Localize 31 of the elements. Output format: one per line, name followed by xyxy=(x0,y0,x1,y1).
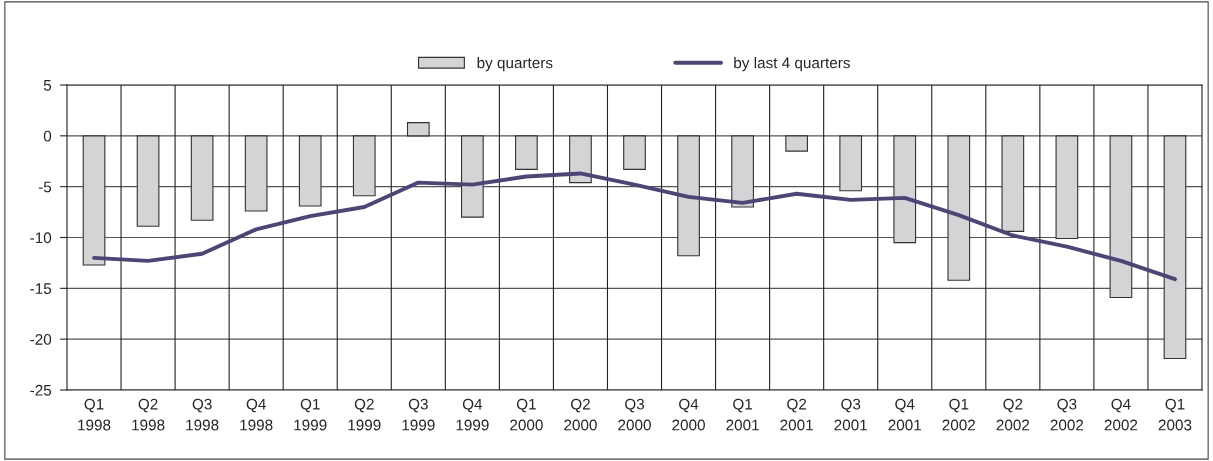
x-tick-label: Q4 1998 xyxy=(240,398,273,431)
y-tick-label: -15 xyxy=(30,283,52,295)
x-tick-label: Q1 1998 xyxy=(78,398,111,431)
y-tick-label: -25 xyxy=(30,384,52,396)
x-tick-label: Q3 1998 xyxy=(186,398,219,431)
x-tick-label: Q3 1999 xyxy=(402,398,435,431)
x-tick-label: Q1 1999 xyxy=(294,398,327,431)
y-tick-label: -5 xyxy=(38,181,52,193)
y-tick-label: -20 xyxy=(30,334,52,345)
legend-label: by quarters xyxy=(477,57,553,72)
x-tick-label: Q1 2001 xyxy=(726,398,759,431)
y-tick-label: 5 xyxy=(43,80,52,91)
x-tick-label: Q4 2002 xyxy=(1104,398,1138,431)
x-tick-label: Q2 2001 xyxy=(780,398,813,431)
x-tick-label: Q3 2000 xyxy=(618,398,651,431)
x-tick-label: Q3 2002 xyxy=(1050,398,1084,431)
x-tick-label: Q4 1999 xyxy=(456,398,489,431)
x-tick-label: Q1 2003 xyxy=(1158,398,1192,431)
x-tick-label: Q4 2001 xyxy=(888,398,921,431)
x-tick-label: Q2 1998 xyxy=(132,398,165,431)
line-series xyxy=(92,171,1177,282)
x-tick-label: Q1 2002 xyxy=(942,398,976,431)
y-tick-label: -10 xyxy=(30,232,52,244)
x-tick-label: Q4 2000 xyxy=(672,398,705,431)
x-tick-label: Q2 2002 xyxy=(996,398,1030,431)
y-tick-label: 0 xyxy=(43,130,52,142)
x-tick-label: Q1 2000 xyxy=(510,398,543,431)
legend-label: by last 4 quarters xyxy=(734,57,850,72)
x-tick-label: Q2 1999 xyxy=(348,398,381,431)
x-tick-label: Q2 2000 xyxy=(564,398,597,431)
x-tick-label: Q3 2001 xyxy=(834,398,867,431)
